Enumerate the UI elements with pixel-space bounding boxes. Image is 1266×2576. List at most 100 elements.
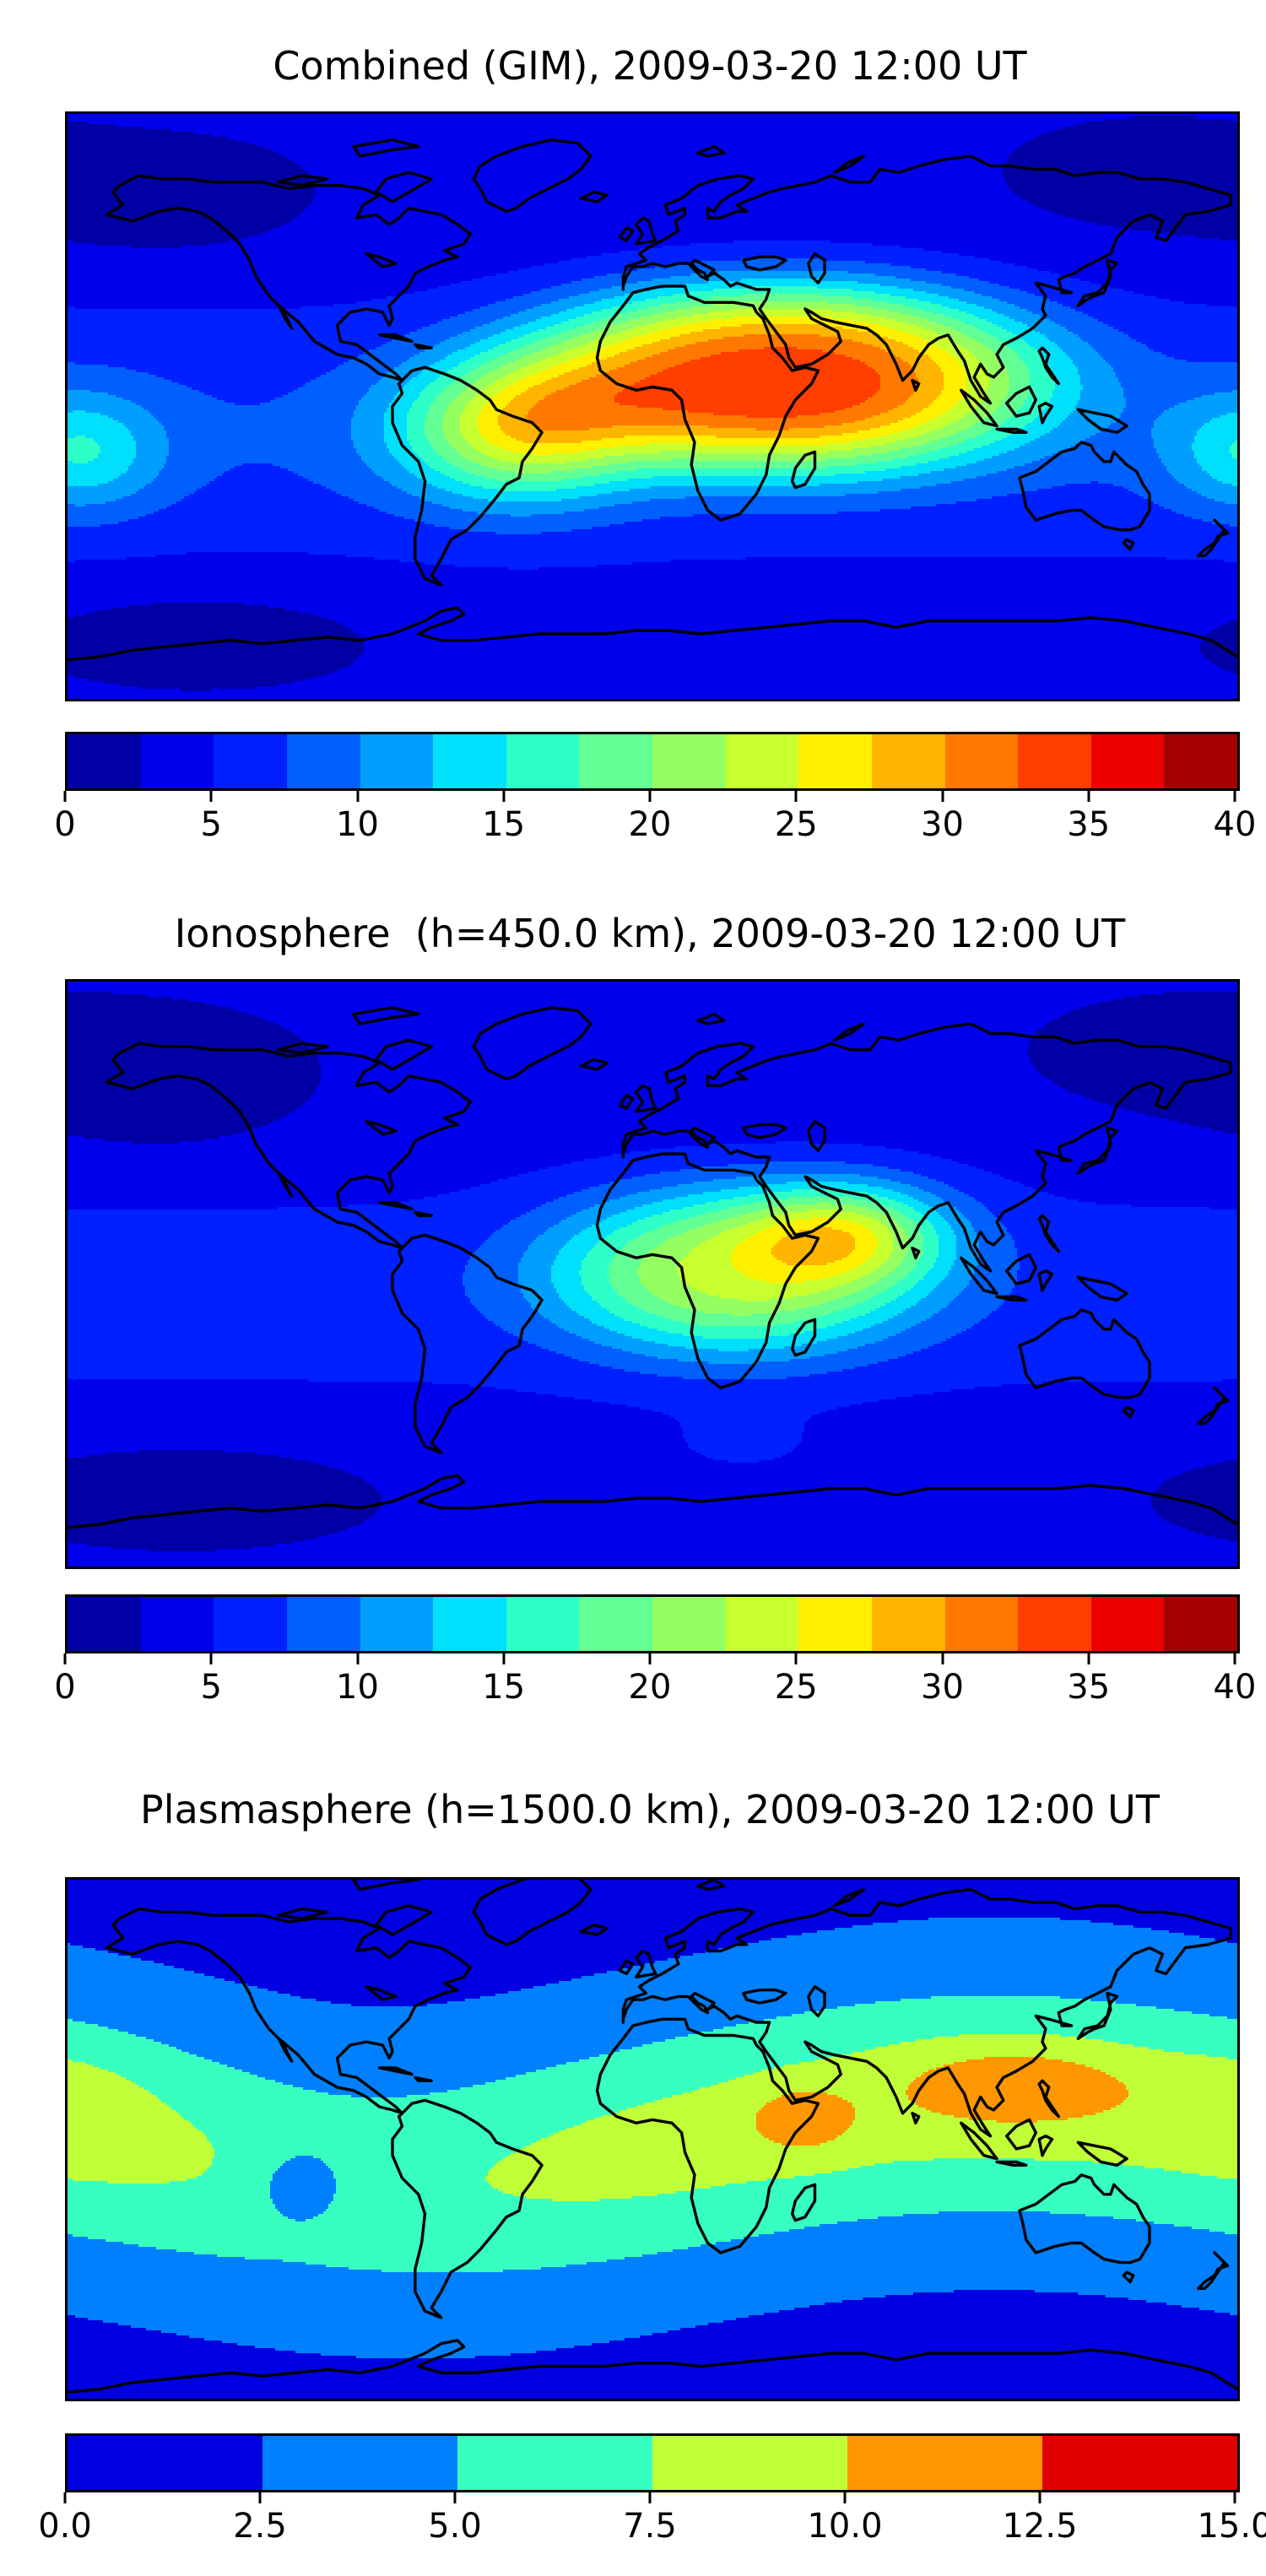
colorbar-segment — [286, 734, 360, 788]
colorbar-tick-mark — [209, 791, 213, 802]
colorbar-segment — [1042, 2436, 1237, 2490]
colorbar-segment — [214, 1597, 287, 1651]
colorbar-segment — [652, 2436, 847, 2490]
colorbar-segment — [68, 2436, 262, 2490]
colorbar-tick-mark — [258, 2492, 262, 2503]
colorbar-tick-label: 0.0 — [38, 2507, 92, 2546]
coastline-overlay — [68, 1006, 1237, 1529]
colorbar-tick-mark — [356, 1653, 359, 1664]
colorbar-tick-label: 0 — [54, 1668, 76, 1707]
colorbar-tick-label: 25 — [774, 805, 818, 844]
colorbar-segment — [360, 734, 434, 788]
colorbar-segment — [798, 734, 872, 788]
panel-combined-gim: Combined (GIM), 2009-03-20 12:00 UT 0 5 10… — [54, 43, 1256, 847]
colorbar-tick-mark — [63, 791, 67, 802]
colorbar-tick-label: 15 — [482, 1668, 526, 1707]
colorbar-segment — [579, 734, 652, 788]
coastline-path — [68, 138, 1237, 662]
colorbar-tick-mark — [1087, 1653, 1090, 1664]
colorbar-tick-label: 20 — [628, 1668, 672, 1707]
colorbar-segment — [262, 2436, 457, 2490]
panel-title-plasmasphere: Plasmasphere (h=1500.0 km), 2009-03-20 1… — [140, 1787, 1160, 1832]
colorbar-segment — [798, 1597, 872, 1651]
colorbar-tick-mark — [648, 1653, 652, 1664]
colorbar-segment — [140, 1597, 214, 1651]
colorbar-tick-mark — [1233, 1653, 1236, 1664]
map-ionosphere — [65, 979, 1240, 1569]
colorbar-tick-label: 20 — [628, 805, 672, 844]
colorbar-tick-mark — [941, 1653, 944, 1664]
colorbar-segment — [1164, 734, 1237, 788]
colorbar-segment — [140, 734, 214, 788]
map-plasmasphere — [65, 1877, 1240, 2401]
colorbar-segment — [1018, 734, 1091, 788]
colorbar-segment — [286, 1597, 360, 1651]
colorbar-segment — [457, 2436, 652, 2490]
colorbar-tick-mark — [356, 791, 359, 802]
colorbar-segment — [725, 1597, 799, 1651]
map-combined — [65, 111, 1240, 701]
colorbar-tick-label: 30 — [921, 1668, 964, 1707]
colorbar-tick-mark — [648, 791, 652, 802]
colorbar-segment — [68, 1597, 141, 1651]
colorbar-ticks — [63, 791, 1236, 804]
coastline-overlay — [68, 1880, 1237, 2394]
colorbar-tick-label: 5.0 — [428, 2507, 482, 2546]
colorbar-tick-label: 12.5 — [1002, 2507, 1078, 2546]
colorbar-tick-label: 2.5 — [233, 2507, 287, 2546]
colorbar-tick-mark — [648, 2492, 652, 2503]
colorbar-tick-label: 35 — [1067, 1668, 1111, 1707]
colorbar-segment — [652, 734, 726, 788]
colorbar — [65, 2433, 1240, 2492]
coastline-path — [68, 1006, 1237, 1529]
colorbar-tick-mark — [1038, 2492, 1041, 2503]
colorbar-tick-mark — [63, 1653, 67, 1664]
colorbar-tick-label: 7.5 — [623, 2507, 677, 2546]
colorbar-segment — [506, 1597, 580, 1651]
colorbar-tick-label: 40 — [1213, 1668, 1257, 1707]
colorbar-segment — [214, 734, 287, 788]
colorbar-tick-label: 10 — [336, 1668, 379, 1707]
colorbar-segment — [1090, 734, 1165, 788]
colorbar-segment — [433, 1597, 506, 1651]
colorbar-tick-mark — [502, 791, 506, 802]
colorbar-tick-label: 35 — [1067, 805, 1111, 844]
colorbar-segment — [944, 1597, 1019, 1651]
colorbar-segment — [68, 734, 141, 788]
colorbar-segment — [1018, 1597, 1091, 1651]
colorbar-tick-mark — [1233, 2492, 1236, 2503]
colorbar-segment — [360, 1597, 434, 1651]
colorbar — [65, 732, 1240, 791]
colorbar-tick-mark — [209, 1653, 213, 1664]
coastline-overlay — [68, 138, 1237, 662]
colorbar-segment — [652, 1597, 726, 1651]
colorbar-segment — [579, 1597, 652, 1651]
panel-plasmasphere: Plasmasphere (h=1500.0 km), 2009-03-20 1… — [38, 1787, 1266, 2549]
colorbar-segment — [944, 734, 1019, 788]
colorbar-ticks — [63, 2492, 1236, 2505]
colorbar-segment — [1164, 1597, 1237, 1651]
colorbar-segment — [871, 734, 945, 788]
colorbar-tick-mark — [794, 791, 798, 802]
colorbar-tick-mark — [1233, 791, 1236, 802]
colorbar-tick-label: 40 — [1213, 805, 1257, 844]
coastline-path — [68, 1880, 1237, 2394]
colorbar-tick-mark — [794, 1653, 798, 1664]
panel-title-ionosphere: Ionosphere (h=450.0 km), 2009-03-20 12:0… — [174, 911, 1126, 956]
colorbar-tick-mark — [941, 791, 944, 802]
colorbar-tick-labels: 0.0 2.5 5.0 7.5 10.0 12.5 15.0 — [38, 2505, 1266, 2549]
colorbar-tick-label: 15 — [482, 805, 526, 844]
colorbar-tick-label: 15.0 — [1197, 2507, 1266, 2546]
panel-title-combined: Combined (GIM), 2009-03-20 12:00 UT — [273, 43, 1027, 89]
colorbar-ticks — [63, 1653, 1236, 1666]
colorbar-tick-mark — [502, 1653, 506, 1664]
colorbar-segment — [1090, 1597, 1165, 1651]
colorbar-tick-mark — [1087, 791, 1090, 802]
colorbar-segment — [725, 734, 799, 788]
colorbar-segment — [433, 734, 506, 788]
panel-ionosphere: Ionosphere (h=450.0 km), 2009-03-20 12:0… — [54, 911, 1256, 1710]
colorbar-tick-mark — [453, 2492, 457, 2503]
colorbar-tick-labels: 0 5 10 15 20 25 30 35 40 — [54, 804, 1256, 847]
colorbar-tick-labels: 0 5 10 15 20 25 30 35 40 — [54, 1666, 1256, 1710]
colorbar-segment — [871, 1597, 945, 1651]
